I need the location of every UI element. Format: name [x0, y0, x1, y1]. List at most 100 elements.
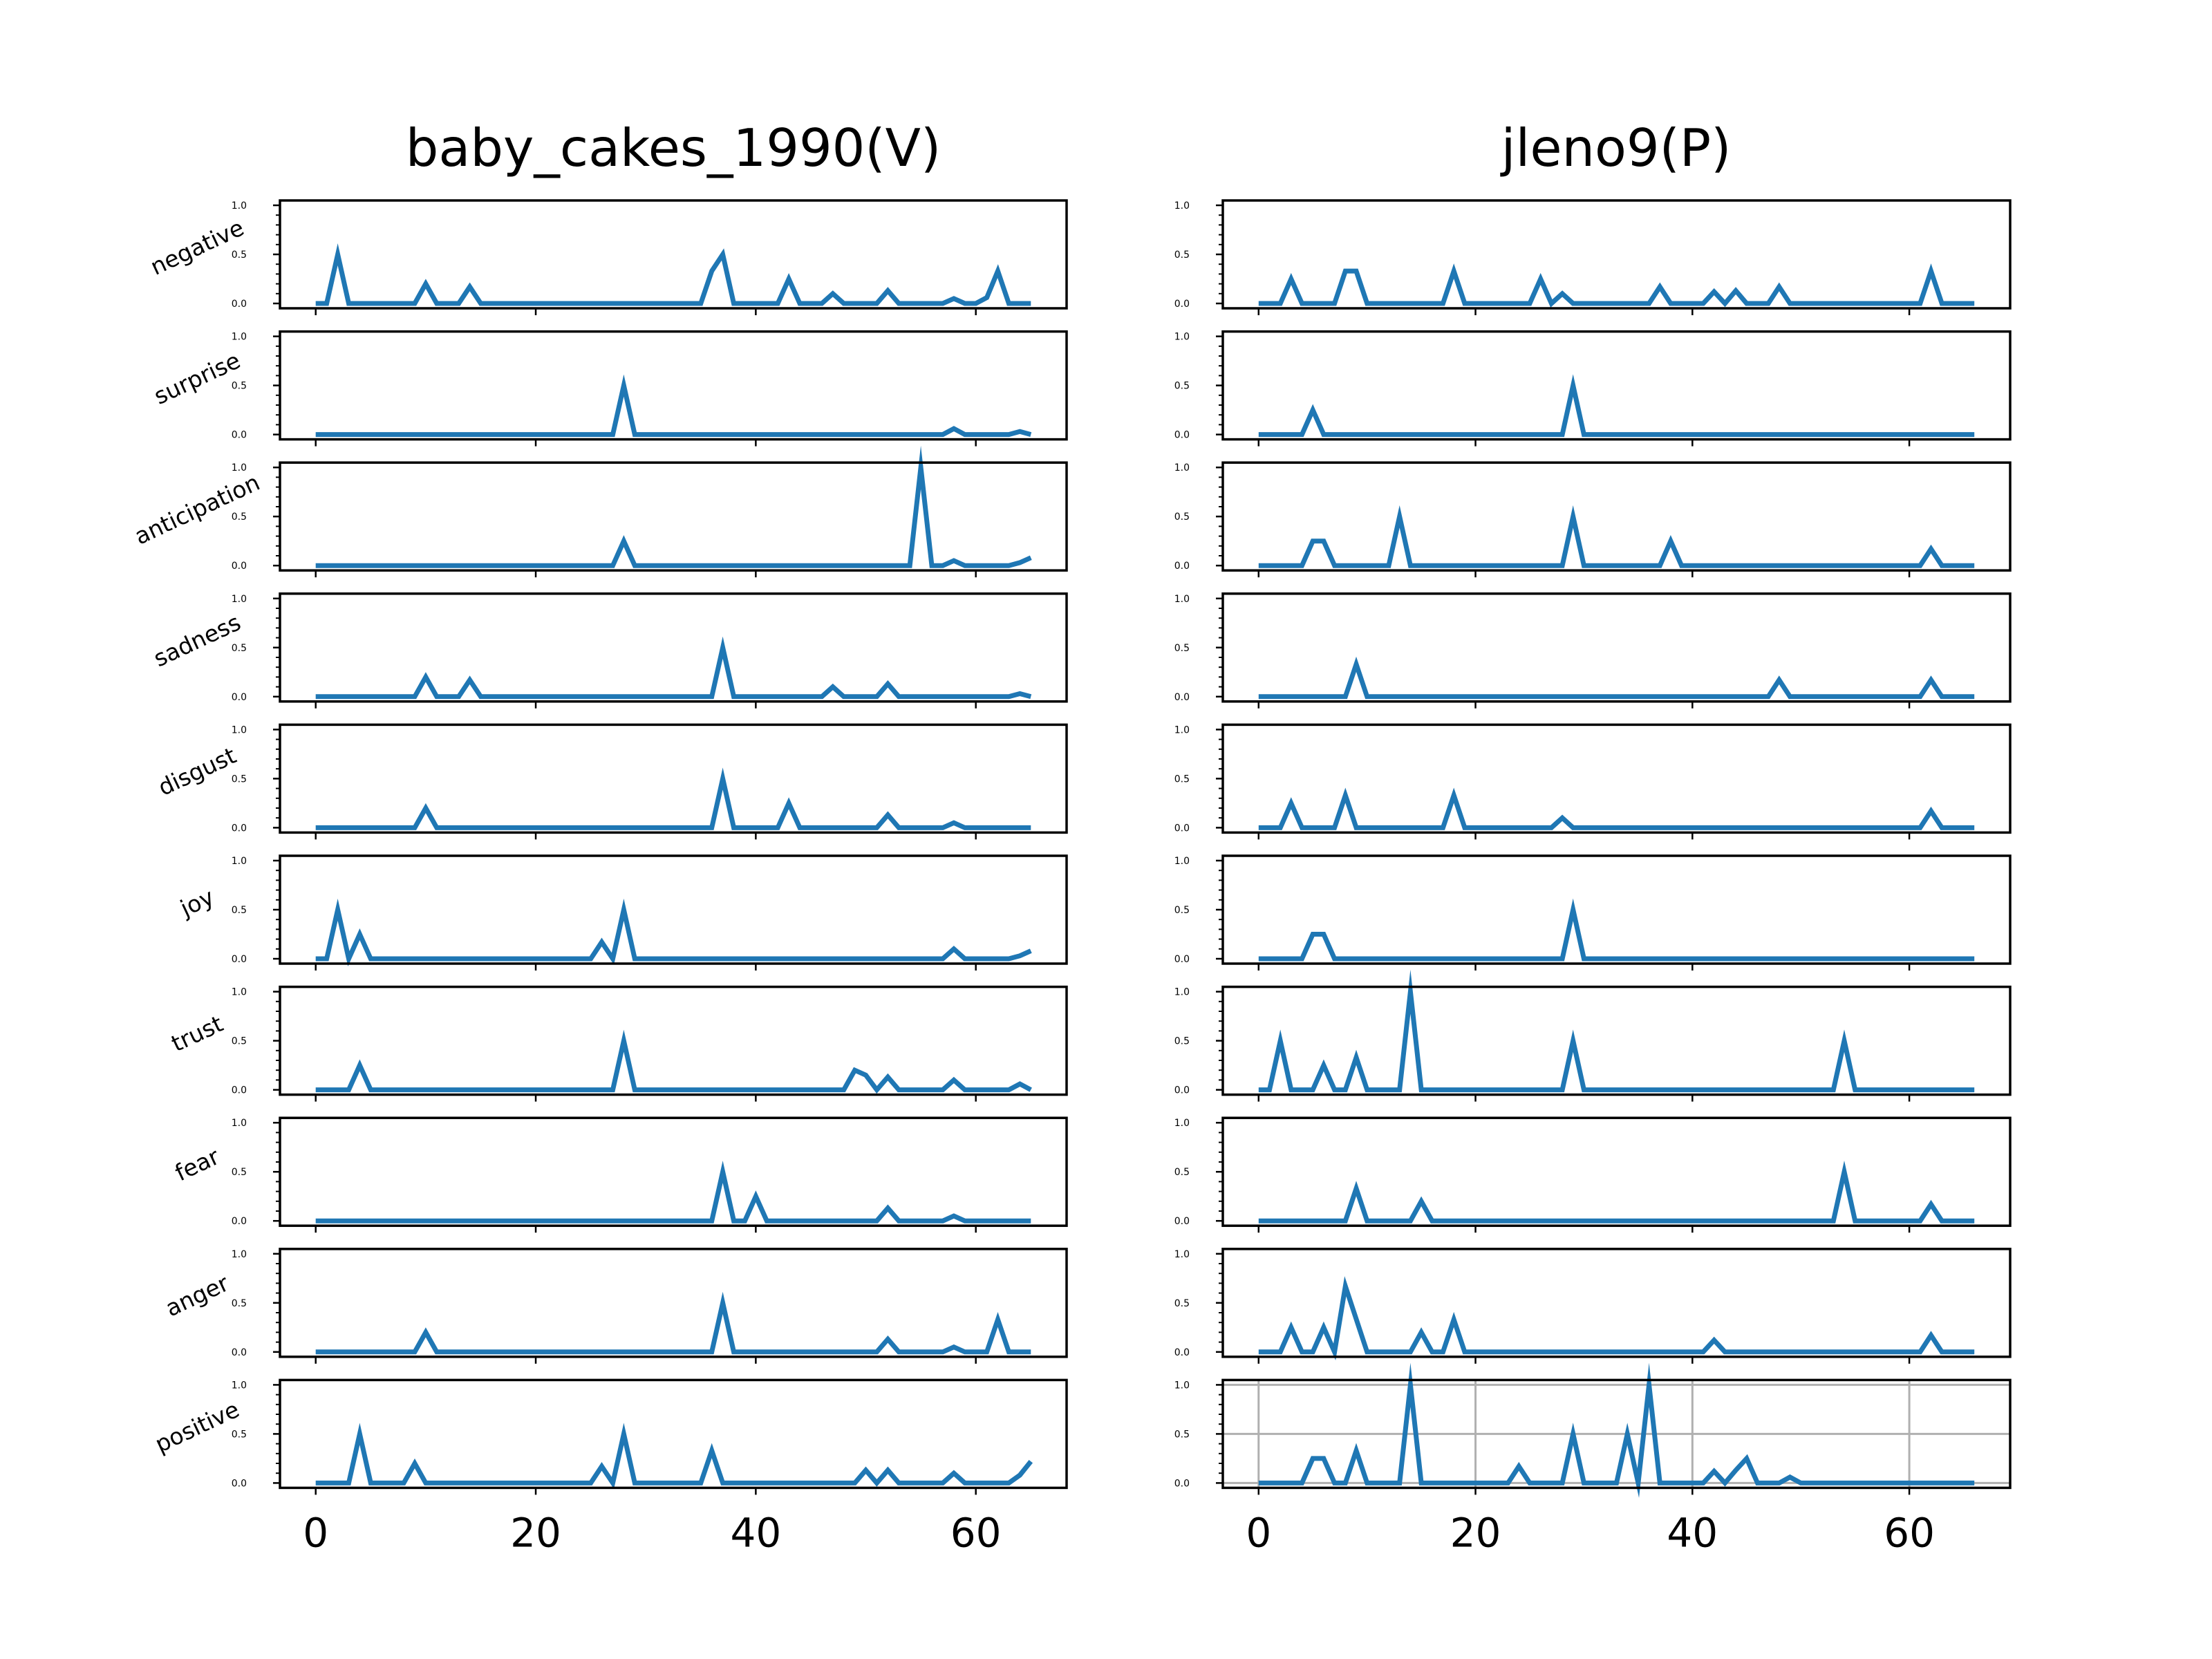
panel-negative-col1: 0.0 0.5 1.0: [1174, 199, 2012, 315]
series-line-negative: [1258, 263, 1975, 308]
ytick-label: 0.5: [1174, 1167, 1190, 1178]
series-line-fear: [315, 1161, 1031, 1224]
ytick-label: 1.0: [1174, 987, 1190, 998]
series-line-disgust: [315, 767, 1031, 830]
series-line-disgust: [1258, 787, 1975, 830]
xtick-label: 40: [1667, 1509, 1718, 1556]
series-line-surprise: [315, 374, 1032, 438]
panel-positive-col1: 0.0 0.5 1.0 0 20 40 60: [1174, 1362, 2012, 1556]
ytick-label: 0.0: [1174, 1347, 1190, 1358]
series-line-trust: [315, 1029, 1032, 1094]
xtick-label: 0: [1246, 1509, 1271, 1556]
ytick-label: 0.0: [1174, 430, 1190, 441]
ytick-label: 0.5: [232, 381, 247, 392]
ytick-label: 0.5: [232, 512, 247, 523]
ytick-label: 1.0: [232, 1380, 247, 1391]
panel-surprise-col1: 0.0 0.5 1.0: [1174, 330, 2012, 447]
ytick-label: 0.5: [1174, 1036, 1190, 1047]
ytick-label: 1.0: [232, 594, 247, 605]
ytick-label: 1.0: [232, 200, 247, 212]
ytick-label: 0.5: [1174, 905, 1190, 916]
panel-trust-col1: 0.0 0.5 1.0: [1174, 969, 2012, 1102]
column-title: jleno9(P): [1500, 118, 1732, 178]
ytick-label: 0.5: [232, 1036, 247, 1047]
ytick-label: 1.0: [232, 1249, 247, 1260]
ytick-label: 0.0: [1174, 561, 1190, 572]
ytick-label: 1.0: [1174, 1249, 1190, 1260]
ytick-label: 0.0: [232, 1216, 247, 1227]
ytick-label: 1.0: [1174, 856, 1190, 867]
ytick-label: 1.0: [232, 856, 247, 867]
ytick-label: 0.0: [232, 561, 247, 572]
panel-fear-col1: 0.0 0.5 1.0: [1174, 1116, 2012, 1233]
series-line-anger: [1258, 1276, 1975, 1360]
series-line-fear: [1258, 1160, 1975, 1224]
ytick-label: 1.0: [1174, 462, 1190, 474]
series-line-positive: [315, 1423, 1033, 1490]
series-line-anticipation: [1258, 505, 1975, 568]
ytick-label: 0.0: [1174, 1216, 1190, 1227]
ytick-label: 0.0: [232, 1478, 247, 1489]
series-line-negative: [315, 243, 1031, 306]
ytick-label: 0.0: [232, 299, 247, 310]
xtick-label: 60: [1884, 1509, 1935, 1556]
ytick-label: 0.0: [1174, 823, 1190, 834]
series-line-joy: [1258, 898, 1975, 962]
ytick-label: 0.0: [1174, 954, 1190, 965]
series-line-positive: [1258, 1362, 1975, 1498]
ytick-label: 0.5: [232, 250, 247, 261]
ytick-label: 0.5: [1174, 250, 1190, 261]
ytick-label: 1.0: [1174, 1118, 1190, 1129]
ytick-label: 1.0: [232, 724, 247, 735]
panel-joy-col1: 0.0 0.5 1.0: [1174, 854, 2012, 971]
panel-anger-col1: 0.0 0.5 1.0: [1174, 1248, 2012, 1364]
ytick-label: 0.0: [232, 692, 247, 703]
ytick-label: 0.5: [1174, 512, 1190, 523]
ytick-label: 0.0: [232, 1347, 247, 1358]
ytick-label: 0.5: [232, 905, 247, 916]
series-line-surprise: [1258, 374, 1975, 438]
ytick-label: 1.0: [1174, 200, 1190, 212]
ytick-label: 0.0: [1174, 692, 1190, 703]
ytick-label: 1.0: [232, 332, 247, 343]
series-line-sadness: [315, 636, 1032, 700]
panel-anticipation-col1: 0.0 0.5 1.0: [1174, 461, 2012, 578]
series-line-anger: [315, 1291, 1031, 1355]
ytick-label: 1.0: [232, 987, 247, 998]
ytick-label: 0.0: [1174, 1478, 1190, 1489]
ytick-label: 0.0: [232, 1085, 247, 1096]
ytick-label: 0.5: [1174, 1429, 1190, 1440]
ytick-label: 0.5: [1174, 381, 1190, 392]
xtick-label: 20: [510, 1509, 561, 1556]
ytick-label: 0.0: [232, 823, 247, 834]
ytick-label: 0.5: [232, 643, 247, 654]
panel-disgust-col1: 0.0 0.5 1.0: [1174, 723, 2012, 840]
ytick-label: 1.0: [1174, 594, 1190, 605]
series-line-sadness: [1258, 656, 1975, 700]
ytick-label: 0.5: [1174, 1298, 1190, 1309]
series-line-joy: [315, 898, 1032, 967]
ytick-label: 1.0: [232, 1118, 247, 1129]
column-title: baby_cakes_1990(V): [406, 118, 941, 178]
xtick-label: 60: [950, 1509, 1002, 1556]
panel-sadness-col1: 0.0 0.5 1.0: [1174, 592, 2012, 709]
xtick-label: 0: [303, 1509, 328, 1556]
ytick-label: 1.0: [1174, 332, 1190, 343]
ytick-label: 0.5: [232, 774, 247, 785]
ytick-label: 0.5: [232, 1298, 247, 1309]
ytick-label: 0.0: [1174, 299, 1190, 310]
ytick-label: 0.5: [1174, 774, 1190, 785]
xtick-label: 40: [730, 1509, 781, 1556]
xtick-label: 20: [1450, 1509, 1501, 1556]
ytick-label: 1.0: [1174, 1380, 1190, 1391]
ytick-label: 1.0: [1174, 724, 1190, 735]
series-line-trust: [1258, 969, 1975, 1093]
ytick-label: 0.5: [232, 1429, 247, 1440]
ytick-label: 1.0: [232, 462, 247, 474]
ytick-label: 0.0: [1174, 1085, 1190, 1096]
ytick-label: 0.5: [232, 1167, 247, 1178]
series-line-anticipation: [315, 445, 1032, 568]
ytick-label: 0.0: [232, 954, 247, 965]
